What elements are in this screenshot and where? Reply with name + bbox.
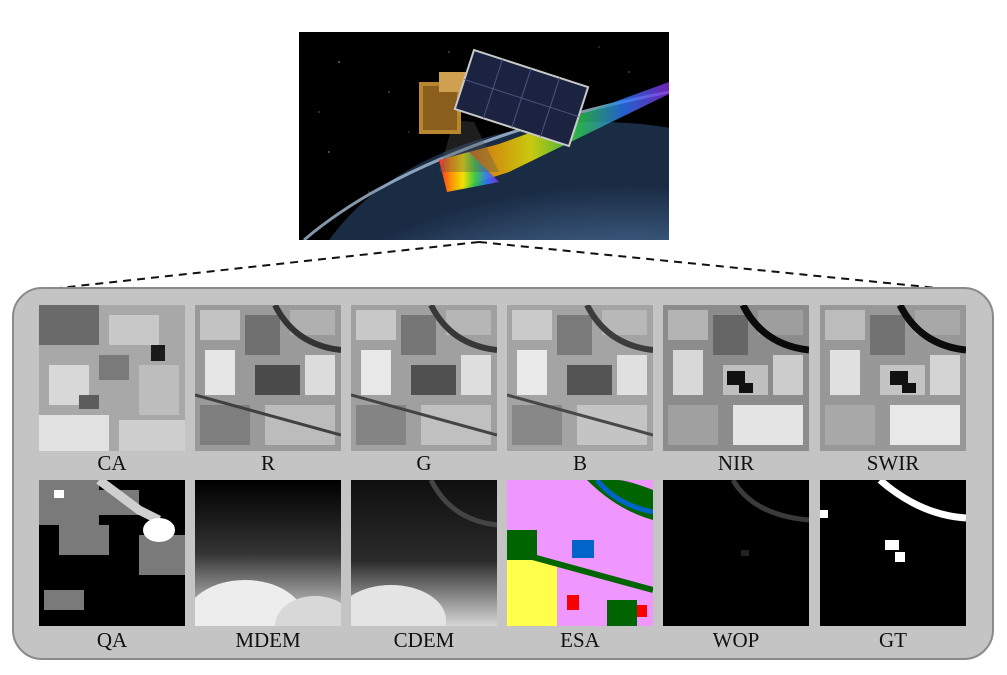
band-tile-swir <box>820 305 966 451</box>
band-tile-r <box>195 305 341 451</box>
satellite-image <box>299 32 669 240</box>
band-label-g: G <box>416 451 432 475</box>
band-label-r: R <box>260 451 275 475</box>
band-label-b: B <box>572 451 587 475</box>
band-tile-cdem <box>351 480 497 626</box>
band-tile-qa <box>39 480 185 626</box>
band-tile-b <box>507 305 653 451</box>
band-tile-gt <box>820 480 966 626</box>
band-tile-g <box>351 305 497 451</box>
band-tile-mdem <box>195 480 341 626</box>
band-label-esa: ESA <box>560 628 600 652</box>
band-label-cdem: CDEM <box>393 628 455 652</box>
band-tile-esa <box>507 480 653 626</box>
band-label-nir: NIR <box>717 451 755 475</box>
satellite-illustration <box>299 32 669 240</box>
band-tile-nir <box>663 305 809 451</box>
band-label-ca: CA <box>97 451 127 475</box>
band-tile-ca <box>39 305 185 451</box>
band-tile-wop <box>663 480 809 626</box>
band-label-qa: QA <box>96 628 128 652</box>
band-label-wop: WOP <box>712 628 760 652</box>
band-label-gt: GT <box>879 628 907 652</box>
band-label-mdem: MDEM <box>235 628 301 652</box>
band-label-swir: SWIR <box>866 451 920 475</box>
